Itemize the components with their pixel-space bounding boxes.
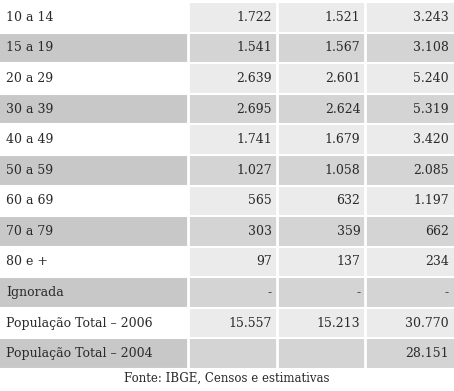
Bar <box>188 124 277 155</box>
Bar <box>277 63 365 94</box>
Bar <box>365 247 454 277</box>
Bar <box>0 216 188 247</box>
Text: 3.420: 3.420 <box>413 133 449 146</box>
Bar <box>277 247 365 277</box>
Bar <box>188 277 277 308</box>
Text: 5.319: 5.319 <box>414 102 449 116</box>
Text: 15.213: 15.213 <box>317 317 360 330</box>
Text: -: - <box>268 286 272 299</box>
Bar <box>0 277 188 308</box>
Text: 2.695: 2.695 <box>237 102 272 116</box>
Text: 303: 303 <box>248 225 272 238</box>
Text: 1.741: 1.741 <box>236 133 272 146</box>
Bar <box>188 2 277 32</box>
Bar <box>188 155 277 185</box>
Bar <box>188 216 277 247</box>
Bar <box>277 2 365 32</box>
Text: 10 a 14: 10 a 14 <box>6 11 54 24</box>
Text: 359: 359 <box>337 225 360 238</box>
Text: 20 a 29: 20 a 29 <box>6 72 53 85</box>
Text: 2.624: 2.624 <box>325 102 360 116</box>
Bar <box>365 339 454 369</box>
Text: 60 a 69: 60 a 69 <box>6 194 54 207</box>
Text: 662: 662 <box>425 225 449 238</box>
Text: 2.085: 2.085 <box>414 164 449 177</box>
Bar <box>0 155 188 185</box>
Text: 234: 234 <box>425 255 449 269</box>
Bar <box>188 308 277 339</box>
Bar <box>365 124 454 155</box>
Text: 1.027: 1.027 <box>237 164 272 177</box>
Text: Fonte: IBGE, Censos e estimativas: Fonte: IBGE, Censos e estimativas <box>124 371 330 384</box>
Bar <box>277 155 365 185</box>
Text: População Total – 2004: População Total – 2004 <box>6 347 153 360</box>
Text: 3.108: 3.108 <box>413 41 449 54</box>
Text: 1.722: 1.722 <box>237 11 272 24</box>
Bar <box>277 308 365 339</box>
Text: 1.567: 1.567 <box>325 41 360 54</box>
Bar <box>365 32 454 63</box>
Bar <box>0 32 188 63</box>
Bar <box>188 185 277 216</box>
Bar <box>365 308 454 339</box>
Text: 5.240: 5.240 <box>414 72 449 85</box>
Text: 28.151: 28.151 <box>405 347 449 360</box>
Text: 1.058: 1.058 <box>325 164 360 177</box>
Text: 15 a 19: 15 a 19 <box>6 41 53 54</box>
Bar <box>0 247 188 277</box>
Text: 1.541: 1.541 <box>236 41 272 54</box>
Text: 70 a 79: 70 a 79 <box>6 225 53 238</box>
Text: 3.243: 3.243 <box>413 11 449 24</box>
Bar <box>365 216 454 247</box>
Bar <box>365 155 454 185</box>
Text: -: - <box>445 286 449 299</box>
Text: -: - <box>356 286 360 299</box>
Text: 30 a 39: 30 a 39 <box>6 102 54 116</box>
Text: 30.770: 30.770 <box>405 317 449 330</box>
Text: 15.557: 15.557 <box>228 317 272 330</box>
Text: 137: 137 <box>336 255 360 269</box>
Text: 565: 565 <box>248 194 272 207</box>
Bar <box>188 32 277 63</box>
Bar <box>188 339 277 369</box>
Bar <box>277 124 365 155</box>
Bar <box>365 94 454 124</box>
Text: 80 e +: 80 e + <box>6 255 48 269</box>
Text: 2.601: 2.601 <box>325 72 360 85</box>
Bar <box>0 2 188 32</box>
Bar <box>365 63 454 94</box>
Text: 1.679: 1.679 <box>325 133 360 146</box>
Bar <box>0 339 188 369</box>
Bar <box>277 185 365 216</box>
Bar <box>277 339 365 369</box>
Text: 632: 632 <box>336 194 360 207</box>
Text: 2.639: 2.639 <box>237 72 272 85</box>
Text: 1.197: 1.197 <box>414 194 449 207</box>
Bar <box>277 216 365 247</box>
Bar <box>188 247 277 277</box>
Text: 40 a 49: 40 a 49 <box>6 133 54 146</box>
Bar <box>0 308 188 339</box>
Bar <box>277 277 365 308</box>
Bar <box>277 32 365 63</box>
Bar <box>0 185 188 216</box>
Bar <box>188 63 277 94</box>
Text: Ignorada: Ignorada <box>6 286 64 299</box>
Bar <box>277 94 365 124</box>
Bar <box>365 185 454 216</box>
Text: 97: 97 <box>256 255 272 269</box>
Bar <box>365 277 454 308</box>
Text: População Total – 2006: População Total – 2006 <box>6 317 153 330</box>
Text: 50 a 59: 50 a 59 <box>6 164 53 177</box>
Text: 1.521: 1.521 <box>325 11 360 24</box>
Bar <box>0 63 188 94</box>
Bar <box>0 94 188 124</box>
Bar <box>188 94 277 124</box>
Bar <box>0 124 188 155</box>
Bar <box>365 2 454 32</box>
